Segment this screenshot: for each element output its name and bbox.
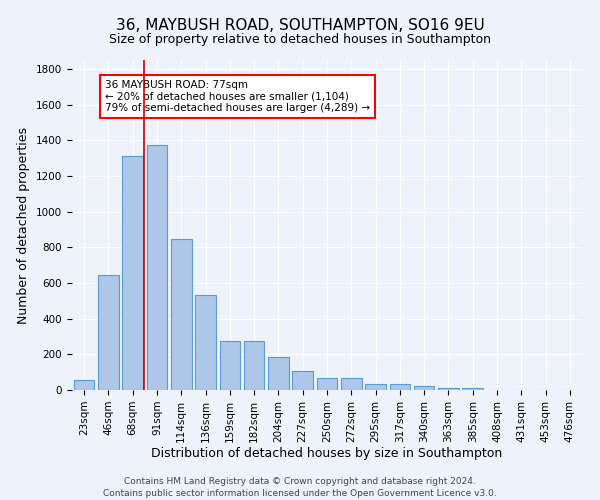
Bar: [74, 380, 94, 390]
Bar: [389, 384, 410, 390]
Bar: [414, 386, 434, 390]
Bar: [146, 144, 167, 390]
Bar: [122, 156, 143, 390]
Bar: [244, 341, 265, 390]
Bar: [365, 384, 386, 390]
Bar: [220, 341, 240, 390]
Bar: [341, 378, 362, 390]
Text: 36 MAYBUSH ROAD: 77sqm
← 20% of detached houses are smaller (1,104)
79% of semi-: 36 MAYBUSH ROAD: 77sqm ← 20% of detached…: [105, 80, 370, 113]
X-axis label: Distribution of detached houses by size in Southampton: Distribution of detached houses by size …: [151, 448, 503, 460]
Bar: [463, 388, 483, 390]
Bar: [292, 372, 313, 390]
Bar: [98, 275, 119, 390]
Text: Size of property relative to detached houses in Southampton: Size of property relative to detached ho…: [109, 32, 491, 46]
Bar: [171, 240, 191, 390]
Bar: [195, 296, 216, 390]
Bar: [268, 357, 289, 390]
Text: Contains HM Land Registry data © Crown copyright and database right 2024.
Contai: Contains HM Land Registry data © Crown c…: [103, 476, 497, 498]
Bar: [317, 378, 337, 390]
Bar: [438, 388, 459, 390]
Y-axis label: Number of detached properties: Number of detached properties: [17, 126, 31, 324]
Text: 36, MAYBUSH ROAD, SOUTHAMPTON, SO16 9EU: 36, MAYBUSH ROAD, SOUTHAMPTON, SO16 9EU: [116, 18, 484, 32]
